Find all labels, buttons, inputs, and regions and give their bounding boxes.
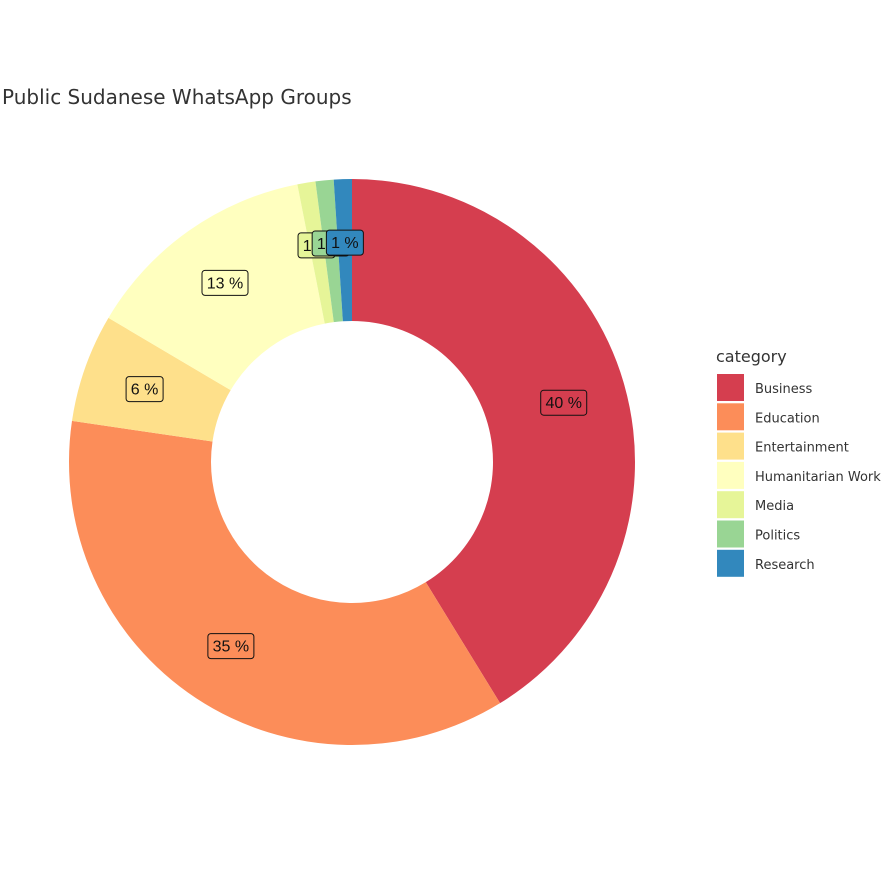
legend-key-research xyxy=(717,549,744,577)
legend-label-entertainment: Entertainment xyxy=(755,441,849,456)
svg-text:6 %: 6 % xyxy=(131,382,159,399)
legend-key-politics xyxy=(717,520,744,548)
donut-slices xyxy=(69,178,636,745)
legend-title: category xyxy=(716,347,787,366)
slice-label-education: 35 % xyxy=(207,633,255,660)
legend-label-politics: Politics xyxy=(755,529,800,544)
legend-label-business: Business xyxy=(755,382,813,397)
chart-title: Public Sudanese WhatsApp Groups xyxy=(2,85,352,109)
slice-business xyxy=(352,178,636,704)
legend-key-humanitarian-work xyxy=(717,461,744,489)
legend-key-media xyxy=(717,491,744,519)
slice-label-research: 1 % xyxy=(325,229,364,256)
legend-key-business xyxy=(717,374,744,401)
svg-text:13 %: 13 % xyxy=(207,275,243,292)
slice-label-humanitarian-work: 13 % xyxy=(201,269,249,296)
legend-key-entertainment xyxy=(717,432,744,460)
legend-key-education xyxy=(717,403,744,431)
svg-text:35 %: 35 % xyxy=(213,639,249,656)
legend-label-media: Media xyxy=(755,499,794,514)
slice-education xyxy=(69,420,501,745)
slice-label-entertainment: 6 % xyxy=(125,376,164,403)
slice-label-business: 40 % xyxy=(540,389,588,416)
svg-text:40 %: 40 % xyxy=(545,395,581,412)
legend-label-education: Education xyxy=(755,411,820,426)
slice-labels: 40 %35 %6 %13 %1 %1 %1 % xyxy=(125,229,588,660)
legend-label-research: Research xyxy=(755,558,815,573)
svg-text:1 %: 1 % xyxy=(331,235,359,252)
legend: category Business Education Entertainment H… xyxy=(716,347,881,577)
legend-label-humanitarian-work: Humanitarian Work xyxy=(755,470,881,485)
